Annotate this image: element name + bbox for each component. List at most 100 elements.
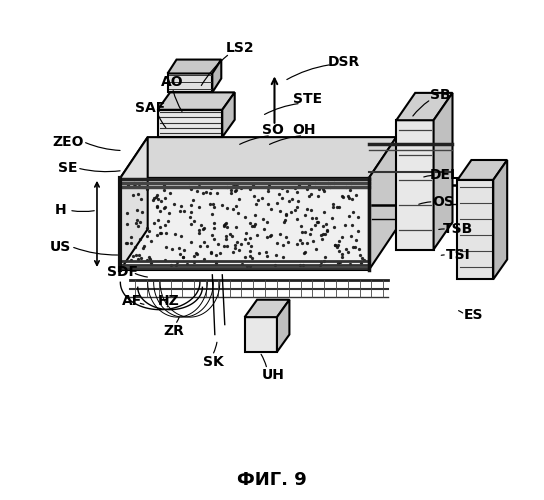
Polygon shape	[397, 93, 453, 120]
Point	[327, 214, 336, 222]
Point	[192, 249, 201, 257]
Point	[267, 231, 275, 239]
Point	[132, 216, 141, 224]
Polygon shape	[493, 160, 507, 280]
Point	[281, 210, 290, 218]
Point	[258, 194, 267, 202]
Point	[153, 203, 162, 211]
Point	[183, 260, 191, 268]
Point	[203, 242, 212, 250]
Point	[319, 222, 327, 230]
Point	[244, 239, 252, 247]
Point	[297, 222, 306, 230]
Point	[287, 208, 296, 216]
Point	[220, 221, 228, 229]
Text: STE: STE	[293, 92, 323, 106]
Point	[143, 224, 152, 232]
Point	[132, 252, 140, 260]
Point	[175, 244, 183, 252]
Point	[177, 202, 186, 210]
Point	[317, 231, 325, 239]
Point	[153, 192, 162, 200]
Point	[284, 238, 293, 246]
Point	[194, 203, 203, 211]
Polygon shape	[158, 110, 222, 137]
Point	[242, 229, 250, 237]
Point	[134, 255, 143, 263]
Point	[160, 221, 169, 229]
Point	[264, 200, 273, 208]
Point	[176, 206, 184, 214]
Point	[159, 182, 168, 190]
Point	[266, 232, 275, 240]
Point	[250, 220, 259, 228]
Point	[277, 184, 286, 192]
Point	[248, 254, 257, 262]
Text: ФИГ. 9: ФИГ. 9	[237, 470, 307, 488]
Point	[138, 244, 147, 252]
Point	[246, 252, 255, 260]
Point	[152, 230, 161, 238]
Point	[298, 228, 307, 236]
Point	[199, 188, 208, 196]
Polygon shape	[434, 93, 453, 250]
Text: ES: ES	[463, 308, 483, 322]
Point	[146, 258, 155, 266]
Point	[123, 220, 132, 228]
Point	[262, 233, 271, 241]
Point	[187, 238, 196, 246]
Point	[190, 258, 199, 266]
Point	[325, 184, 334, 192]
Point	[302, 185, 311, 193]
Point	[152, 193, 160, 201]
Point	[131, 242, 139, 250]
Point	[353, 213, 362, 221]
Point	[176, 232, 185, 240]
Point	[123, 239, 132, 247]
Point	[259, 225, 268, 233]
Point	[340, 221, 349, 229]
Point	[294, 196, 302, 204]
Point	[127, 256, 135, 264]
Point	[246, 262, 255, 270]
Point	[252, 200, 261, 207]
Text: TSB: TSB	[443, 222, 474, 236]
Point	[307, 226, 316, 234]
Point	[152, 202, 161, 210]
Point	[295, 260, 304, 268]
Point	[346, 186, 355, 194]
Point	[193, 186, 201, 194]
Point	[129, 179, 138, 187]
Text: OH: OH	[293, 122, 316, 136]
Point	[320, 258, 329, 266]
Point	[308, 237, 317, 245]
Point	[250, 192, 258, 200]
Point	[231, 186, 240, 194]
Point	[176, 250, 184, 258]
Point	[234, 246, 243, 254]
Point	[157, 197, 165, 205]
Point	[220, 222, 228, 230]
Point	[263, 252, 272, 260]
Point	[210, 219, 219, 227]
Point	[233, 238, 242, 246]
Polygon shape	[369, 137, 397, 270]
Polygon shape	[458, 160, 507, 180]
Point	[293, 204, 301, 212]
Point	[221, 235, 230, 243]
Point	[347, 232, 355, 239]
Point	[305, 192, 313, 200]
Polygon shape	[212, 60, 221, 92]
Point	[263, 187, 272, 195]
Point	[230, 244, 239, 252]
Point	[135, 218, 144, 226]
Point	[296, 236, 305, 244]
Point	[314, 192, 323, 200]
Point	[338, 233, 347, 241]
Point	[335, 247, 343, 255]
Point	[179, 252, 188, 260]
Point	[301, 228, 310, 236]
Polygon shape	[245, 317, 277, 352]
Point	[137, 196, 145, 203]
Polygon shape	[168, 60, 221, 74]
